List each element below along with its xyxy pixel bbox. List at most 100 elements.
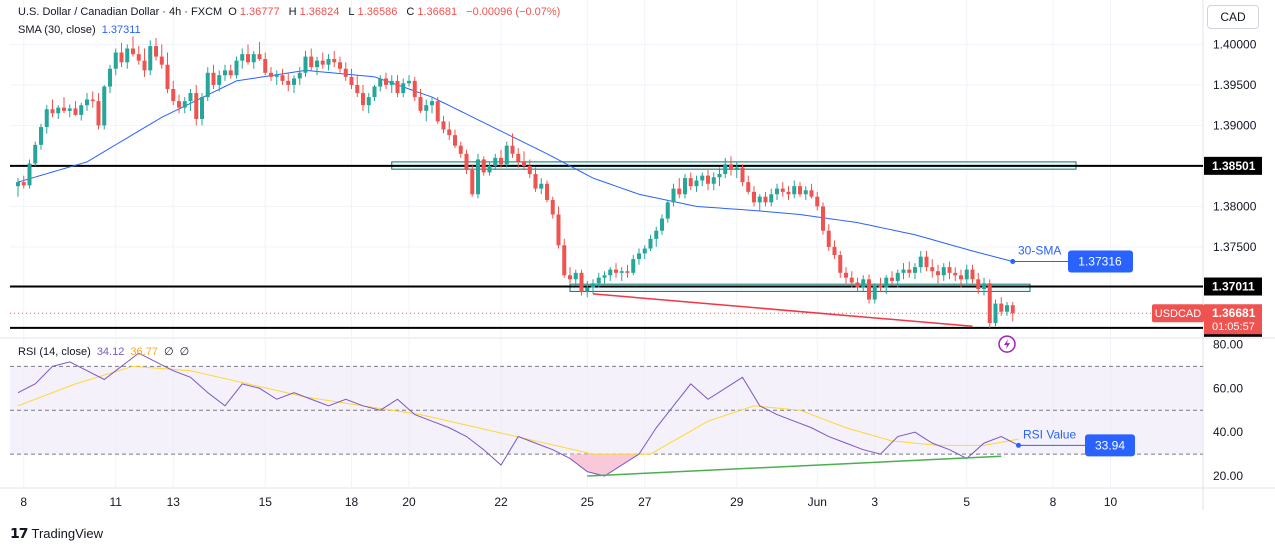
level-price-tag-label: 1.37011 [1212,280,1255,294]
candle-body [297,72,302,79]
candle [631,255,636,276]
candle [752,186,756,207]
candle-body [113,52,118,69]
rsi-legend[interactable]: RSI (14, close) 34.12 36.77 ∅ ∅ [18,345,192,358]
candle-body [780,188,785,192]
candle-body [453,135,457,146]
candle [332,50,337,68]
ohlc-change: −0.00096 (−0.07%) [466,6,561,18]
candle-body [343,68,348,77]
candle-body [683,178,687,195]
candle [683,174,687,199]
rsi-annotation-value: 33.94 [1095,438,1125,452]
rsi-annotation-dot [1016,442,1021,448]
candle [407,75,411,87]
candle-body [251,54,256,63]
candle-body [56,107,61,114]
candle-body [407,80,411,84]
candle-body [85,99,89,106]
candle-body [332,59,337,63]
candle-body [717,174,722,178]
x-tick-label: 5 [963,495,970,509]
level-price-tag-label: 1.38501 [1212,159,1256,173]
candle [608,267,613,281]
candle [867,274,871,304]
currency-button[interactable]: CAD [1207,5,1259,29]
candle-body [458,145,463,154]
candle [67,104,72,118]
candle-body [918,256,923,268]
candle-body [729,164,733,170]
sma-legend[interactable]: SMA (30, close) 1.37311 [18,24,144,36]
candle-body [148,46,153,71]
candle [769,188,774,207]
candle [309,48,314,71]
candle [499,149,503,168]
candle [798,182,802,197]
candle [194,84,199,126]
candle-body [694,180,699,187]
x-tick-label: 27 [638,495,652,509]
candle [780,182,785,197]
candle [665,199,670,223]
candle [154,37,158,61]
candle-body [596,277,601,284]
x-tick-label: 3 [871,495,878,509]
candle-body [941,267,946,276]
candle [90,91,95,108]
candle-body [102,86,107,126]
x-tick-label: Jun [808,495,827,509]
x-tick-label: 15 [259,495,273,509]
candle-body [200,97,204,119]
candle [246,44,250,65]
sma-legend-label: SMA (30, close) [18,24,96,36]
candle-body [734,167,739,170]
candle [999,297,1004,316]
price-tick-label: 1.39000 [1213,118,1257,132]
candle-body [665,202,670,219]
candle [821,202,825,235]
candle-body [878,285,883,288]
candle-body [205,72,210,98]
rsi-legend-empty-2: ∅ [179,346,190,358]
candle-body [349,76,354,85]
candle-body [447,129,452,136]
candle-body [849,277,854,283]
candle-body [217,75,222,85]
candle [890,271,894,286]
candle-body [315,60,319,68]
candle [660,214,664,235]
candle-body [476,159,480,195]
candle [740,164,745,187]
candle [711,172,716,191]
candle [959,269,963,288]
candle [73,101,78,116]
candle [556,206,561,249]
candle [211,64,216,89]
candle-body [510,145,515,154]
candle-body [131,48,135,55]
candle [878,277,883,292]
lightning-icon-glyph [1004,339,1010,350]
tradingview-logo[interactable]: 𝟭𝟳 TradingView [10,525,103,542]
symbol-price-tag [1152,304,1204,323]
candle-body [487,165,492,173]
candle-body [39,127,43,145]
candle-body [44,109,49,128]
candle-body [269,72,273,77]
candle-body [33,144,38,164]
candle [113,48,118,76]
candle-body [338,62,342,69]
candle [159,44,164,69]
candle [976,272,981,294]
ohlc-low: L 1.36586 [348,6,398,18]
candle [510,133,515,158]
candle [343,62,348,81]
candle [786,186,791,200]
candle [234,56,239,79]
candle [815,191,820,211]
candle [706,169,710,191]
rsi-tick-label: 20.00 [1213,469,1243,483]
candle-body [73,108,78,115]
candle [378,75,383,92]
